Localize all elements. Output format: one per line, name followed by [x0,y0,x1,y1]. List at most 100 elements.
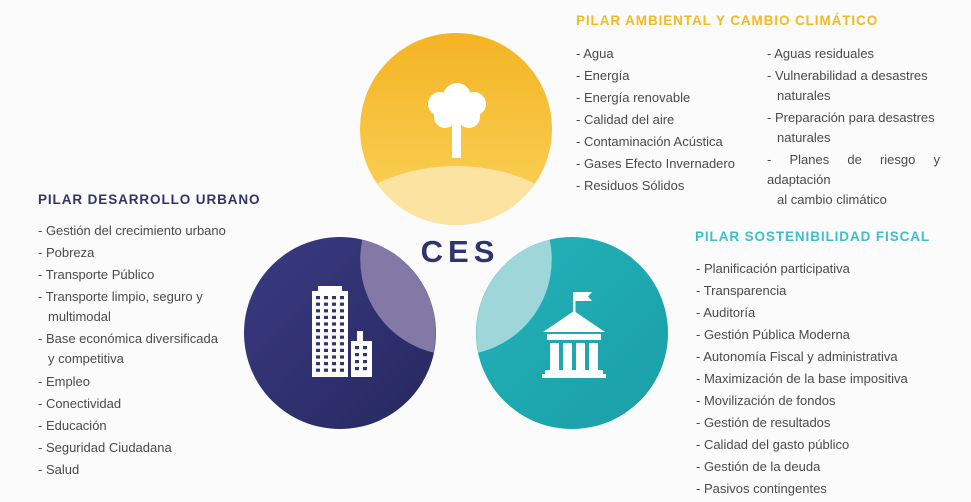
list-item: - Calidad del aire [576,112,675,127]
building-window [316,309,320,313]
building-window [332,342,336,346]
building-window [363,346,367,350]
tree-icon [428,83,486,158]
building-window [355,360,359,364]
list-item: - Educación [38,418,107,433]
building-window [316,315,320,319]
list-item: - Agua [576,46,614,61]
list-item: - Salud [38,462,80,477]
list-item: - Gestión de resultados [696,415,831,430]
building-window [324,342,328,346]
building-window [324,362,328,366]
building-window [332,335,336,339]
pilar-ambiental-list-2: - Aguas residuales - Vulnerabilidad a de… [767,43,940,212]
pilar-urbano-title: PILAR DESARROLLO URBANO [38,192,261,207]
building-window [332,309,336,313]
list-item: - Pasivos contingentes [696,481,827,496]
building-window [332,302,336,306]
building-window [363,367,367,371]
list-item: - Empleo [38,374,91,389]
list-item: - Energía [576,68,630,83]
pilar-fiscal-list: - Planificación participativa - Transpar… [696,258,908,500]
building-window [332,368,336,372]
list-item: - Movilización de fondos [696,393,836,408]
list-item: - Residuos Sólidos [576,178,685,193]
list-item: - Transporte Público [38,267,155,282]
building-window [332,329,336,333]
building-window [324,296,328,300]
building-window [316,368,320,372]
list-item: - Base económica diversificada y competi… [38,331,218,366]
list-item: - Preparación para desastres naturales [767,110,935,145]
list-item: - Energía renovable [576,90,691,105]
list-item: - Auditoría [696,305,756,320]
building-window [324,335,328,339]
list-item: - Vulnerabilidad a desastres naturales [767,68,928,103]
building-window [332,315,336,319]
building-window [324,355,328,359]
list-item: - Planes de riesgo y adaptación al cambi… [767,152,940,207]
building-window [332,355,336,359]
building-window [340,315,344,319]
building-window [340,362,344,366]
building-window [340,348,344,352]
building-window [340,329,344,333]
building-window [316,335,320,339]
list-item: - Transporte limpio, seguro y multimodal [38,289,203,324]
pilar-fiscal-title: PILAR SOSTENIBILIDAD FISCAL [695,229,931,244]
building-window [340,355,344,359]
list-item: - Gases Efecto Invernadero [576,156,735,171]
list-item: - Seguridad Ciudadana [38,440,172,455]
building-window [316,329,320,333]
pilar-urbano-list: - Gestión del crecimiento urbano - Pobre… [38,220,226,481]
building-window [355,346,359,350]
ces-center-label: CES [420,234,500,269]
government-building-icon [542,292,606,378]
pilar-ambiental-list-1: - Agua - Energía - Energía renovable - C… [576,43,735,197]
building-window [316,342,320,346]
building-window [340,335,344,339]
pilar-ambiental-title: PILAR AMBIENTAL Y CAMBIO CLIMÁTICO [576,13,879,28]
list-item: - Autonomía Fiscal y administrativa [696,349,898,364]
list-item: - Gestión Pública Moderna [696,327,850,342]
building-window [340,342,344,346]
building-window [332,296,336,300]
building-window [316,322,320,326]
building-window [340,322,344,326]
building-window [332,322,336,326]
building-window [324,329,328,333]
list-item: - Pobreza [38,245,95,260]
building-window [340,368,344,372]
building-window [316,348,320,352]
building-window [340,296,344,300]
building-window [332,348,336,352]
building-window [363,360,367,364]
list-item: - Planificación participativa [696,261,850,276]
list-item: - Gestión de la deuda [696,459,821,474]
building-window [324,368,328,372]
building-window [324,309,328,313]
list-item: - Gestión del crecimiento urbano [38,223,226,238]
building-window [332,362,336,366]
building-window [316,296,320,300]
overlap-ambiental-fiscal [476,239,552,353]
list-item: - Aguas residuales [767,46,874,61]
building-window [316,355,320,359]
list-item: - Contaminación Acústica [576,134,723,149]
building-window [316,362,320,366]
list-item: - Maximización de la base impositiva [696,371,908,386]
building-window [324,302,328,306]
ambiental-hill [360,166,552,225]
overlap-ambiental-urbano [360,239,436,353]
building-window [324,315,328,319]
list-item: - Calidad del gasto público [696,437,850,452]
building-window [363,353,367,357]
building-window [340,302,344,306]
building-window [355,367,359,371]
list-item: - Conectividad [38,396,122,411]
building-window [324,322,328,326]
list-item: - Transparencia [696,283,787,298]
building-window [355,353,359,357]
building-window [324,348,328,352]
